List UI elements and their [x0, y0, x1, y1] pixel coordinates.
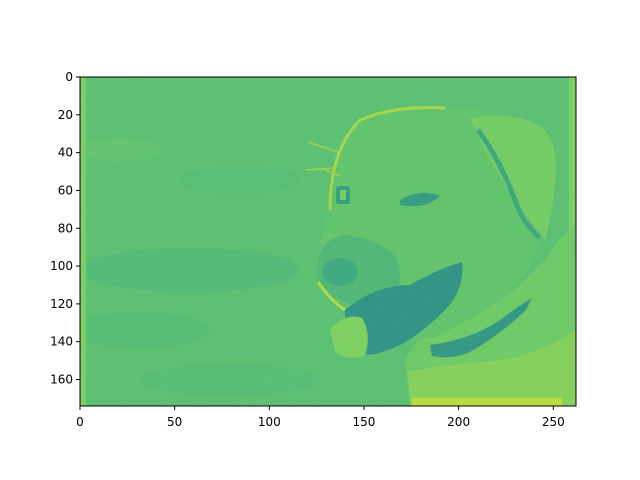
- y-tick-label: 60: [58, 183, 73, 197]
- x-tick-label: 200: [447, 415, 470, 429]
- y-tick-label: 140: [50, 335, 73, 349]
- y-axis: 0 20 40 60 80 100 120 140 160: [50, 70, 80, 387]
- y-tick-label: 40: [58, 146, 73, 160]
- x-tick-label: 250: [542, 415, 565, 429]
- heatmap-image: [80, 77, 576, 406]
- x-axis: 0 50 100 150 200 250: [76, 406, 565, 429]
- y-tick-label: 20: [58, 108, 73, 122]
- y-tick-label: 0: [65, 70, 73, 84]
- y-tick-label: 120: [50, 297, 73, 311]
- y-tick-label: 80: [58, 221, 73, 235]
- axes-frame: [79, 76, 577, 407]
- image-grain: [80, 77, 576, 406]
- x-tick-label: 100: [258, 415, 281, 429]
- y-tick-label: 100: [50, 259, 73, 273]
- x-tick-label: 50: [167, 415, 182, 429]
- x-tick-label: 150: [353, 415, 376, 429]
- x-tick-label: 0: [76, 415, 84, 429]
- y-tick-label: 160: [50, 373, 73, 387]
